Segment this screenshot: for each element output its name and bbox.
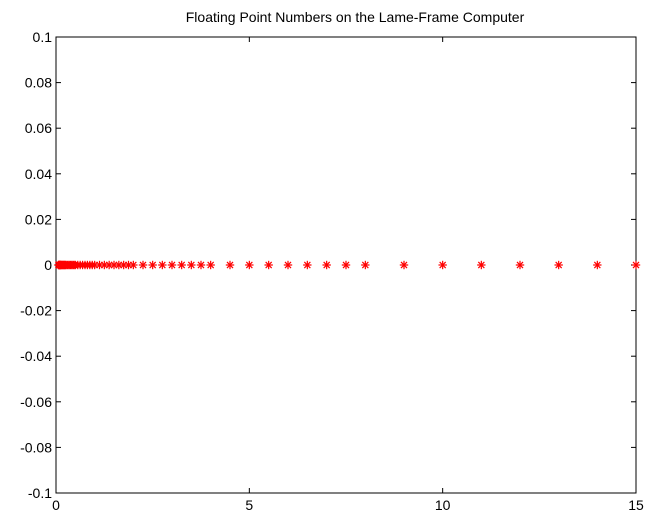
y-tick-label: 0.08	[25, 75, 52, 91]
data-point	[148, 260, 157, 270]
data-point	[187, 260, 196, 270]
x-axis: 0 5 10 15	[52, 37, 644, 513]
x-tick-label: 15	[628, 497, 644, 513]
y-tick-label: -0.08	[20, 439, 52, 455]
y-axis: -0.1 -0.08 -0.06 -0.04 -0.02 0 0.02 0.04 0.06 0.0…	[20, 29, 636, 501]
data-point	[129, 260, 138, 270]
y-tick-label: 0.1	[33, 29, 53, 45]
data-point	[138, 260, 148, 270]
data-point	[303, 260, 312, 270]
y-tick-label: -0.06	[20, 394, 52, 410]
data-point	[515, 260, 525, 270]
chart-title: Floating Point Numbers on the Lame-Frame…	[186, 9, 525, 25]
data-point	[158, 260, 167, 270]
x-tick-label: 5	[245, 497, 253, 513]
x-tick-label: 10	[435, 497, 451, 513]
data-point	[264, 260, 273, 270]
x-tick-label: 0	[52, 497, 60, 513]
y-tick-label: 0	[44, 257, 52, 273]
data-point	[245, 260, 254, 270]
data-series	[54, 260, 641, 270]
y-tick-label: 0.04	[25, 166, 52, 182]
data-point	[593, 260, 602, 270]
y-tick-label: -0.04	[20, 348, 52, 364]
data-point	[322, 260, 331, 270]
data-point	[361, 260, 370, 270]
data-point	[341, 260, 351, 270]
y-tick-label: -0.1	[28, 485, 52, 501]
y-tick-label: -0.02	[20, 303, 52, 319]
data-point	[196, 260, 206, 270]
data-point	[631, 260, 641, 270]
y-tick-label: 0.02	[25, 211, 52, 227]
y-tick-label: 0.06	[25, 120, 52, 136]
data-point	[283, 260, 293, 270]
data-point	[206, 260, 215, 270]
data-point	[477, 260, 486, 270]
data-point	[399, 260, 409, 270]
data-point	[177, 260, 186, 270]
data-point	[167, 260, 177, 270]
data-point	[438, 260, 447, 270]
data-point	[225, 260, 235, 270]
data-point	[554, 260, 563, 270]
